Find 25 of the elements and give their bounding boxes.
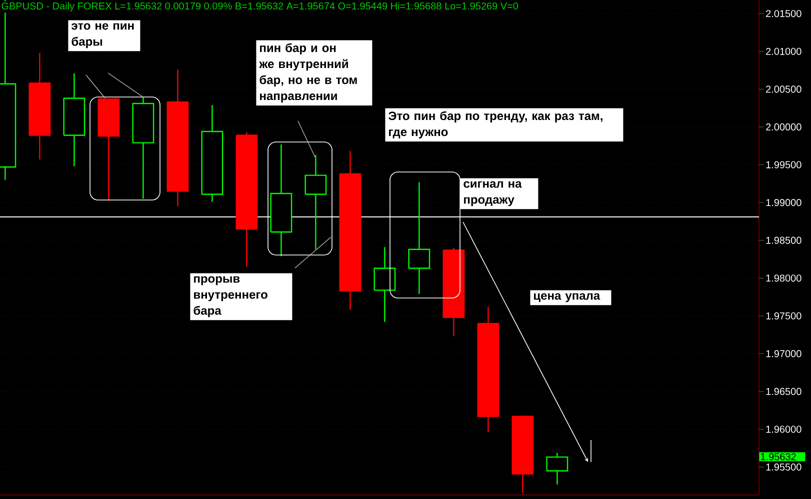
annotation: пин бар и он же внутренний бар, но не в том направлении — [259, 43, 357, 102]
annotation: прорыв внутреннего бара — [194, 276, 268, 318]
chart-title: GBPUSD - Daily FOREX L=1.95632 0.00179 0.09% B=1.95632 A=1.95674 O=1.95449 Hi=1.95688 Lo=1.95269 V=0 — [2, 2, 518, 12]
annotation: сигнал на продажу — [464, 181, 522, 206]
y-tick-label: 2.00500 — [766, 86, 802, 93]
text: 1.95632 — [760, 453, 796, 460]
y-tick-label: 2.01000 — [766, 48, 802, 55]
y-tick-label: 1.96500 — [766, 388, 802, 395]
annotation: цена упала — [534, 293, 600, 302]
y-tick-label: 1.98000 — [766, 274, 802, 282]
candlestick — [374, 246, 396, 323]
y-tick-label: 2.00000 — [766, 123, 802, 130]
y-tick-label: 1.97000 — [766, 350, 802, 358]
candlestick — [408, 182, 430, 295]
annotation: это не пин бары — [72, 23, 134, 48]
y-tick-label: 1.97500 — [766, 312, 802, 320]
candlestick — [546, 452, 568, 486]
y-tick-label: 2.01500 — [766, 10, 802, 18]
annotation: Это пин бар по тренду, как раз там, где нужно — [388, 111, 602, 138]
y-tick-label: 1.96000 — [766, 426, 802, 433]
candlestick — [304, 154, 327, 250]
y-tick-label: 1.99000 — [766, 199, 802, 206]
y-tick-label: 1.98500 — [766, 236, 802, 244]
y-tick-label: 1.99500 — [766, 161, 802, 168]
y-tick-label: 1.95500 — [766, 464, 802, 471]
